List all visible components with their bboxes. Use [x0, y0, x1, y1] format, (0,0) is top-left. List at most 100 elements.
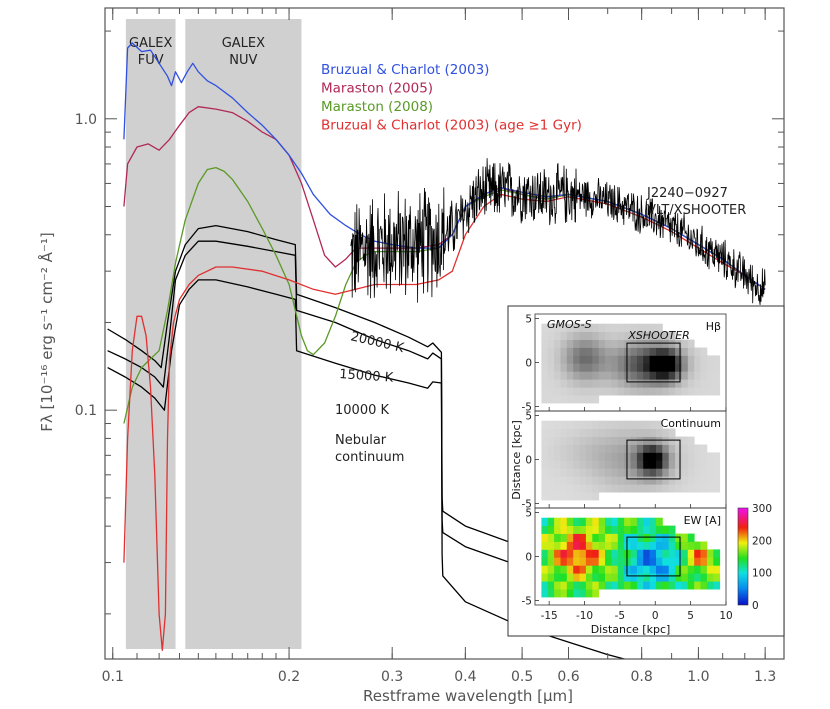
- x-tick-label: 0.8: [631, 669, 653, 685]
- inset-y-tick-label: -5: [522, 402, 532, 414]
- map-pixel: [649, 428, 657, 437]
- map-pixel: [636, 533, 644, 542]
- map-pixel: [668, 355, 676, 364]
- map-pixel: [656, 347, 663, 356]
- map-pixel: [573, 452, 580, 461]
- series-20000-k: [107, 224, 766, 615]
- map-pixel: [649, 565, 657, 574]
- map-pixel: [547, 468, 555, 477]
- map-pixel: [611, 420, 619, 429]
- map-pixel: [662, 428, 670, 437]
- inset-y-tick-label: -5: [522, 596, 532, 608]
- map-pixel: [649, 420, 657, 429]
- map-pixel: [566, 379, 574, 388]
- map-pixel: [554, 363, 561, 372]
- map-pixel: [662, 549, 670, 558]
- map-pixel: [573, 420, 580, 429]
- map-pixel: [687, 549, 695, 558]
- map-pixel: [585, 363, 593, 372]
- map-pixel: [605, 549, 612, 558]
- xshooter-aperture: [626, 342, 681, 383]
- map-pixel: [547, 395, 555, 404]
- map-pixel: [573, 581, 580, 590]
- map-pixel: [662, 355, 670, 364]
- map-pixel: [694, 444, 701, 453]
- map-pixel: [579, 436, 587, 445]
- map-pixel: [656, 484, 663, 493]
- band-label-bottom: NUV: [229, 53, 257, 68]
- map-pixel: [617, 557, 625, 566]
- map-pixel: [554, 379, 561, 388]
- map-pixel: [649, 517, 657, 526]
- map-pixel: [643, 339, 650, 348]
- map-pixel: [547, 565, 555, 574]
- map-pixel: [585, 525, 593, 534]
- map-pixel: [630, 347, 638, 356]
- map-pixel: [605, 436, 612, 445]
- map-pixel: [611, 387, 619, 396]
- map-pixel: [598, 565, 606, 574]
- map-pixel: [668, 533, 676, 542]
- map-pixel: [592, 581, 600, 590]
- map-pixel: [681, 549, 689, 558]
- map-pixel: [547, 573, 555, 582]
- map-pixel: [687, 573, 695, 582]
- map-pixel: [713, 468, 721, 477]
- map-pixel: [579, 379, 587, 388]
- map-pixel: [668, 363, 676, 372]
- map-pixel: [560, 339, 568, 348]
- map-pixel: [656, 557, 663, 566]
- map-pixel: [700, 468, 708, 477]
- map-pixel: [624, 436, 631, 445]
- map-pixel: [649, 581, 657, 590]
- map-pixel: [611, 549, 619, 558]
- map-pixel: [579, 541, 587, 550]
- map-pixel: [694, 557, 701, 566]
- map-pixel: [605, 565, 612, 574]
- map-pixel: [560, 355, 568, 364]
- map-pixel: [624, 525, 631, 534]
- map-pixel: [573, 517, 580, 526]
- map-pixel: [541, 557, 549, 566]
- map-pixel: [636, 379, 644, 388]
- map-pixel: [636, 363, 644, 372]
- map-pixel: [554, 323, 561, 332]
- map-pixel: [573, 484, 580, 493]
- map-pixel: [560, 444, 568, 453]
- map-pixel: [585, 573, 593, 582]
- map-pixel: [585, 428, 593, 437]
- map-pixel: [579, 549, 587, 558]
- map-pixel: [687, 363, 695, 372]
- map-pixel: [560, 452, 568, 461]
- map-pixel: [592, 420, 600, 429]
- map-pixel: [706, 476, 714, 485]
- map-pixel: [573, 363, 580, 372]
- map-pixel: [668, 484, 676, 493]
- map-pixel: [573, 339, 580, 348]
- map-pixel: [649, 541, 657, 550]
- map-pixel: [624, 428, 631, 437]
- map-pixel: [541, 387, 549, 396]
- map-pixel: [675, 387, 682, 396]
- map-pixel: [554, 549, 561, 558]
- map-pixel: [668, 347, 676, 356]
- map-pixel: [598, 517, 606, 526]
- map-pixel: [636, 476, 644, 485]
- map-pixel: [560, 589, 568, 598]
- map-pixel: [566, 395, 574, 404]
- map-pixel: [592, 395, 600, 404]
- map-pixel: [554, 444, 561, 453]
- map-pixel: [566, 484, 574, 493]
- map-pixel: [687, 339, 695, 348]
- map-pixel: [668, 452, 676, 461]
- map-pixel: [656, 379, 663, 388]
- map-pixel: [706, 484, 714, 493]
- map-pixel: [566, 355, 574, 364]
- map-pixel: [592, 387, 600, 396]
- map-pixel: [675, 573, 682, 582]
- map-pixel: [694, 573, 701, 582]
- map-pixel: [630, 573, 638, 582]
- map-pixel: [630, 371, 638, 380]
- map-pixel: [579, 589, 587, 598]
